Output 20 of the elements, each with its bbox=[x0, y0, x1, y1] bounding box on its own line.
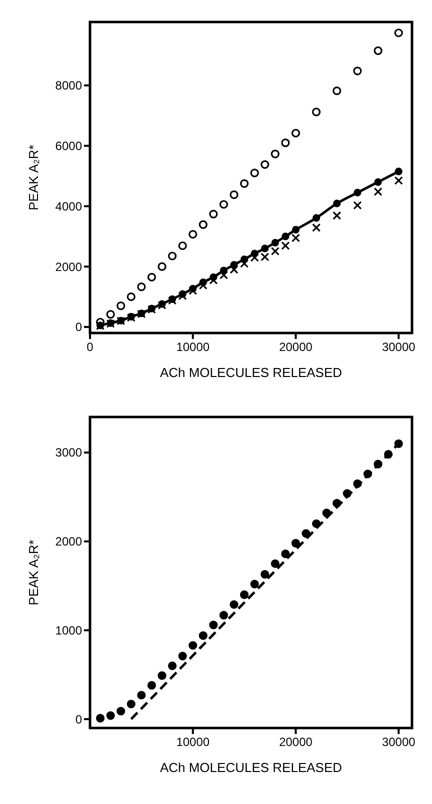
y-tick-label: 1000 bbox=[55, 623, 82, 638]
x-tick-label: 30000 bbox=[382, 735, 416, 749]
y-tick-label: 3000 bbox=[55, 446, 82, 460]
y-tick-label: 0 bbox=[75, 320, 82, 334]
y-tick-label: 2000 bbox=[55, 260, 82, 274]
x-tick-label: 10000 bbox=[176, 340, 210, 354]
y-tick-label: 0 bbox=[75, 712, 82, 726]
x-axis-title: ACh MOLECULES RELEASED bbox=[160, 760, 342, 775]
y-tick-label: 8000 bbox=[55, 78, 82, 93]
y-tick-label: 4000 bbox=[55, 199, 82, 214]
y-axis-title: PEAK A₂R* bbox=[26, 144, 41, 210]
x-tick-label: 10000 bbox=[176, 735, 210, 749]
x-tick-label: 20000 bbox=[279, 735, 313, 749]
y-axis-title: PEAK A₂R* bbox=[26, 540, 41, 606]
y-tick-label: 6000 bbox=[55, 138, 82, 153]
y-tick-label: 2000 bbox=[55, 534, 82, 549]
x-tick-label: 0 bbox=[86, 340, 94, 354]
x-axis-title: ACh MOLECULES RELEASED bbox=[160, 365, 342, 380]
x-tick-label: 30000 bbox=[382, 340, 416, 354]
x-tick-label: 20000 bbox=[279, 340, 313, 354]
